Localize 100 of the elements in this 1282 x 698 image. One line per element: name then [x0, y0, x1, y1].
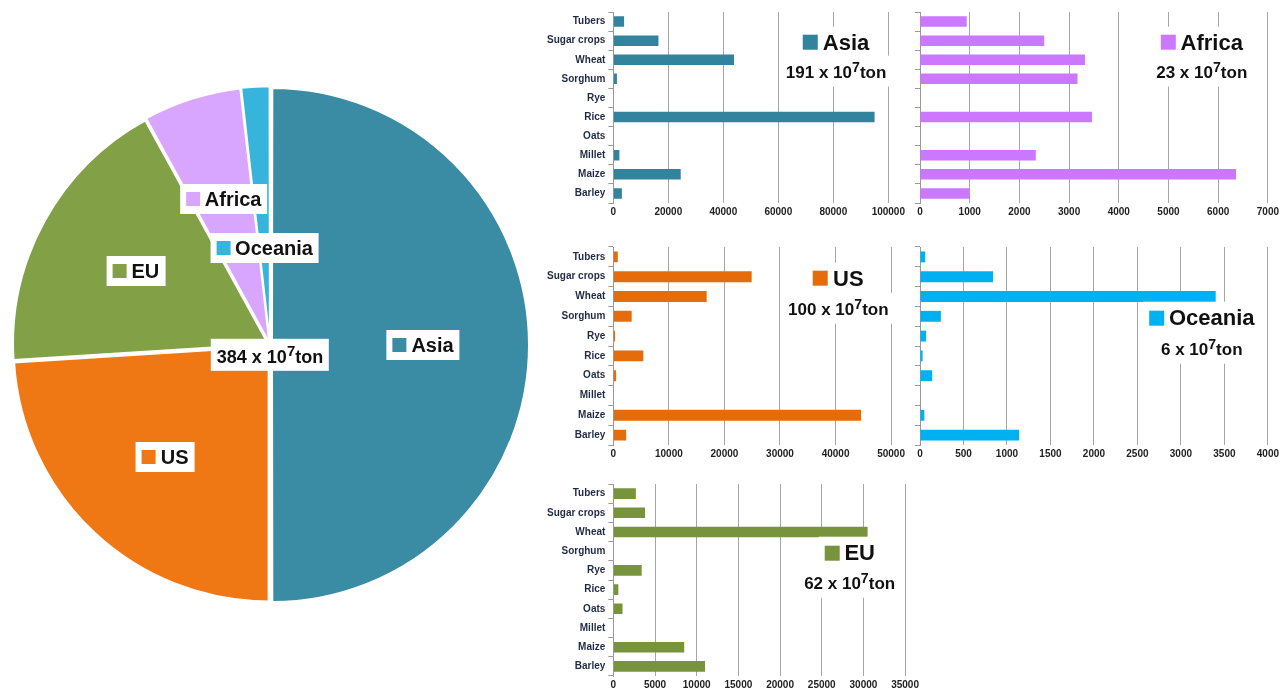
- legend-label: EU: [131, 259, 160, 285]
- bar: [613, 507, 646, 519]
- x-tick-label: 10000: [654, 447, 684, 459]
- x-tick-label: 0: [917, 205, 924, 217]
- x-tick-label: 20000: [654, 205, 683, 217]
- y-tick-label: Wheat: [575, 525, 607, 537]
- y-tick-label: Maize: [578, 409, 606, 421]
- y-tick-label: Oats: [583, 369, 606, 381]
- y-tick-label: Sugar crops: [546, 270, 606, 282]
- bar: [613, 661, 706, 672]
- bar: [920, 310, 941, 322]
- x-tick-label: 100000: [871, 205, 906, 217]
- x-tick-label: 4000: [1107, 205, 1131, 217]
- y-tick-label: Rice: [584, 349, 606, 361]
- text: 100 x 10$^{7}$ton: [788, 295, 889, 322]
- y-tick-label: Tubers: [572, 487, 606, 499]
- legend-label: Asia: [411, 333, 454, 358]
- x-tick-label: 3000: [1169, 447, 1193, 459]
- x-tick-label: 3000: [1057, 205, 1081, 217]
- text: EU: [844, 538, 875, 567]
- text: 23 x 10$^{7}$ton: [1156, 57, 1248, 85]
- bar: [613, 310, 632, 322]
- bar: [920, 54, 1085, 65]
- y-tick-label: Wheat: [575, 53, 607, 65]
- bar: [613, 526, 868, 538]
- y-tick-label: Barley: [574, 187, 606, 199]
- y-tick-label: Oats: [583, 602, 606, 614]
- y-tick-label: Sorghum: [561, 72, 606, 84]
- bar: [920, 73, 1078, 85]
- bar: [613, 350, 644, 362]
- x-tick-label: 4000: [1256, 447, 1280, 459]
- bar: [613, 169, 681, 180]
- y-tick-label: Millet: [579, 149, 607, 160]
- text: Africa: [1180, 28, 1243, 57]
- y-tick-label: Sugar crops: [546, 506, 606, 518]
- x-tick-label: 20000: [710, 447, 739, 459]
- bar: [613, 603, 623, 615]
- text: Asia: [822, 28, 870, 57]
- bar: [613, 641, 685, 653]
- bar: [613, 291, 707, 302]
- legend-label: US: [160, 444, 189, 470]
- x-tick-label: 2000: [1008, 205, 1031, 217]
- y-tick-label: Oats: [583, 129, 606, 141]
- x-tick-label: 0: [610, 678, 617, 690]
- x-tick-label: 20000: [766, 678, 795, 690]
- text: 6 x 10$^{7}$ton: [1160, 334, 1243, 362]
- x-tick-label: 2500: [1126, 447, 1149, 459]
- x-tick-label: 25000: [807, 678, 837, 690]
- bar: [920, 330, 927, 342]
- bar: [613, 584, 619, 595]
- bar: [613, 429, 627, 441]
- x-tick-label: 30000: [849, 678, 878, 690]
- text: 384 x 10$^{7}$ton: [216, 340, 324, 369]
- bar: [613, 188, 622, 199]
- bar: [613, 251, 618, 263]
- x-tick-label: 7000: [1256, 205, 1280, 217]
- bar: [920, 350, 923, 362]
- x-tick-label: 5000: [643, 678, 667, 690]
- y-tick-label: Sorghum: [561, 544, 606, 556]
- x-tick-label: 0: [917, 447, 924, 459]
- y-tick-label: Maize: [578, 168, 606, 180]
- y-tick-label: Tubers: [572, 250, 606, 262]
- x-tick-label: 80000: [819, 205, 848, 217]
- legend-label: Africa: [204, 187, 262, 213]
- x-tick-label: 0: [610, 205, 617, 217]
- bar: [920, 16, 967, 27]
- text: 191 x 10$^{7}$ton: [785, 57, 887, 85]
- y-tick-label: Barley: [574, 660, 606, 672]
- y-tick-label: Rye: [586, 91, 606, 103]
- bar: [920, 429, 1020, 441]
- bar: [920, 169, 1237, 180]
- bar: [920, 150, 1036, 161]
- x-tick-label: 40000: [821, 447, 850, 459]
- y-tick-label: Millet: [579, 621, 607, 633]
- x-tick-label: 50000: [877, 447, 906, 459]
- x-tick-label: 30000: [766, 447, 795, 459]
- x-tick-label: 2000: [1082, 447, 1106, 459]
- y-tick-label: Rice: [584, 110, 606, 122]
- x-tick-label: 6000: [1207, 205, 1230, 217]
- text: Oceania: [1168, 303, 1255, 332]
- x-tick-label: 1000: [958, 205, 982, 217]
- x-tick-label: 35000: [891, 678, 920, 690]
- y-tick-label: Rice: [584, 583, 606, 595]
- y-tick-label: Millet: [579, 389, 607, 401]
- x-tick-label: 5000: [1157, 205, 1181, 217]
- x-tick-label: 1500: [1039, 447, 1063, 459]
- y-tick-label: Tubers: [572, 15, 606, 27]
- bar: [613, 35, 659, 46]
- bar: [920, 111, 1092, 123]
- x-tick-label: 3500: [1213, 447, 1236, 459]
- bar: [613, 271, 752, 283]
- bar: [613, 73, 617, 85]
- x-tick-label: 15000: [724, 678, 753, 690]
- text: 62 x 10$^{7}$ton: [804, 568, 896, 596]
- bar: [920, 188, 970, 199]
- legend-label: Oceania: [235, 236, 313, 262]
- bar: [613, 409, 862, 421]
- bar: [920, 35, 1045, 46]
- y-tick-label: Rye: [586, 329, 606, 341]
- bar: [613, 150, 620, 161]
